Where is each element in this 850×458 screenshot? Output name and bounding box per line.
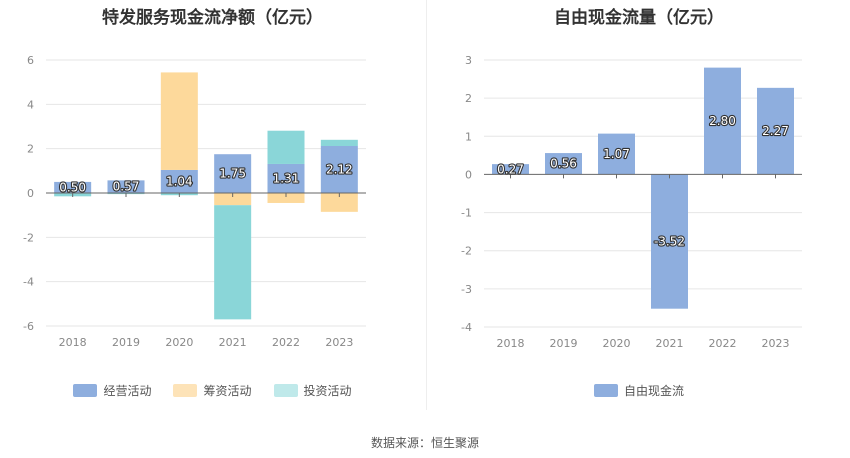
y-tick-label: 4 [27, 98, 34, 111]
data-label: 1.07 [603, 147, 630, 161]
y-tick-label: 0 [465, 168, 472, 181]
cashflow-net-chart: 特发服务现金流净额（亿元） -6 -4 -2 0 2 4 6 2018 2019 2020 2021… [0, 0, 425, 410]
legend-item[interactable]: 投资活动 [273, 382, 352, 399]
bar-经营活动-2021 [214, 154, 252, 193]
bar-投资活动-2023 [320, 139, 358, 147]
y-tick-label: -2 [23, 231, 34, 244]
bar-经营活动-2022 [267, 163, 305, 193]
y-tick-label: -2 [461, 245, 472, 258]
chart-title: 特发服务现金流净额（亿元） [102, 8, 323, 28]
y-tick-label: 0 [27, 187, 34, 200]
data-label: 0.57 [113, 180, 140, 194]
panel-divider [426, 0, 427, 410]
x-tick-label: 2022 [709, 337, 737, 350]
bar-投资活动-2021 [214, 205, 252, 320]
bar-自由现金流-2018 [492, 164, 529, 175]
x-tick-label: 2023 [325, 336, 353, 349]
chart-legend: 经营活动 筹资活动 投资活动 [0, 382, 425, 399]
y-tick-label: 1 [465, 130, 472, 143]
bar-自由现金流-2020 [598, 133, 635, 175]
bar-自由现金流-2019 [545, 153, 582, 175]
x-tick-label: 2020 [165, 336, 193, 349]
data-label: 1.75 [219, 167, 246, 181]
data-label: -3.52 [654, 235, 685, 249]
data-label: 0.56 [550, 157, 577, 171]
legend-label: 投资活动 [303, 384, 352, 398]
legend-label: 筹资活动 [203, 384, 252, 398]
data-label: 2.80 [709, 114, 736, 128]
bar-经营活动-2023 [320, 146, 358, 193]
x-tick-label: 2018 [59, 336, 87, 349]
y-tick-label: 6 [27, 54, 34, 67]
legend-swatch [593, 384, 618, 397]
data-label: 1.31 [273, 171, 300, 185]
legend-item[interactable]: 筹资活动 [173, 382, 252, 399]
legend-label: 自由现金流 [623, 384, 684, 398]
x-tick-label: 2019 [550, 337, 578, 350]
bar-经营活动-2020 [160, 169, 198, 193]
free-cashflow-plot: -4 -3 -2 -1 0 1 2 3 2018 2019 2020 2021 2022 2023 0.27… [461, 54, 802, 350]
x-tick-label: 2022 [272, 336, 300, 349]
data-source-note: 数据来源：恒生聚源 [370, 436, 479, 450]
x-tick-label: 2020 [603, 337, 631, 350]
bar-经营活动-2018 [54, 181, 92, 193]
legend-item[interactable]: 经营活动 [73, 382, 151, 399]
legend-swatch [273, 384, 298, 397]
bar-筹资活动-2021 [214, 193, 252, 206]
data-label: 2.12 [326, 163, 353, 177]
data-label: 1.04 [166, 174, 193, 188]
cashflow-net-plot: -6 -4 -2 0 2 4 6 2018 2019 2020 2021 2022 2023 0.50 0.… [23, 54, 366, 349]
bar-自由现金流-2022 [704, 67, 741, 175]
bar-筹资活动-2022 [267, 193, 305, 203]
bar-自由现金流-2021 [651, 174, 688, 309]
legend-item[interactable]: 自由现金流 [593, 382, 684, 399]
data-label: 0.50 [59, 180, 86, 194]
bar-筹资活动-2020 [160, 72, 198, 170]
chart-title: 自由现金流量（亿元） [554, 8, 724, 28]
x-tick-label: 2021 [219, 336, 247, 349]
y-tick-label: 2 [465, 92, 472, 105]
y-tick-label: -3 [461, 283, 472, 296]
x-tick-label: 2018 [497, 337, 525, 350]
bar-自由现金流-2023 [757, 87, 794, 175]
bar-经营活动-2019 [107, 180, 145, 193]
y-tick-label: -1 [461, 207, 472, 220]
x-tick-label: 2019 [112, 336, 140, 349]
legend-label: 经营活动 [103, 384, 152, 398]
legend-swatch [173, 384, 198, 397]
y-tick-label: 2 [27, 143, 34, 156]
y-tick-label: 3 [465, 54, 472, 67]
y-tick-label: -4 [23, 276, 34, 289]
x-tick-label: 2021 [656, 337, 684, 350]
bar-筹资活动-2023 [320, 193, 358, 212]
data-label: 2.27 [762, 124, 789, 138]
free-cashflow-chart: 自由现金流量（亿元） -4 -3 -2 -1 0 1 2 3 2018 2019 2020 2021 2… [428, 0, 850, 410]
data-label: 0.27 [497, 162, 524, 176]
y-tick-label: -4 [461, 321, 472, 334]
legend-swatch [73, 384, 98, 397]
x-tick-label: 2023 [762, 337, 790, 350]
bar-投资活动-2022 [267, 130, 305, 164]
y-tick-label: -6 [23, 320, 34, 333]
chart-legend: 自由现金流 [428, 382, 850, 399]
